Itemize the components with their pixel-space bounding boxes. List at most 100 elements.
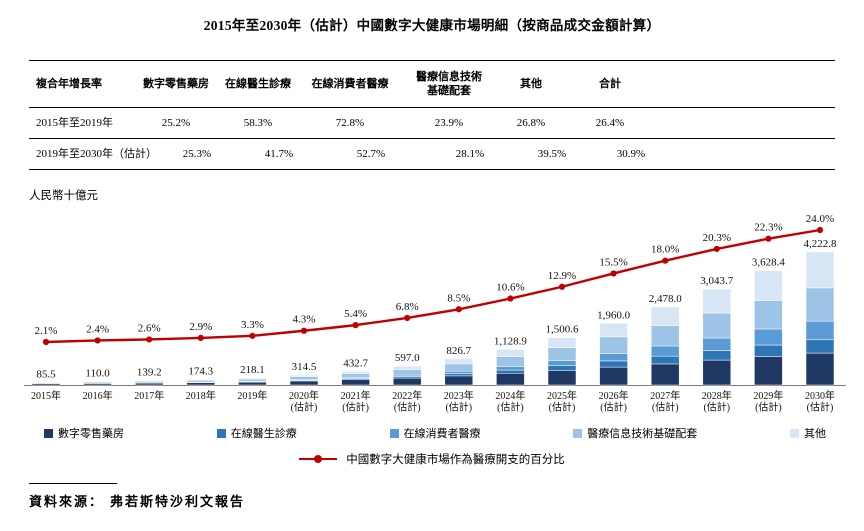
bar-segment-3 (805, 287, 835, 322)
unit-label: 人民幣十億元 (29, 190, 98, 202)
table-cell: 25.3% (182, 147, 212, 160)
bar-segment-0 (702, 359, 732, 386)
table-row-label: 2015年至2019年 (36, 116, 113, 129)
trend-pct-label: 2.9% (189, 321, 212, 333)
bar-total-label: 3,628.4 (752, 257, 786, 269)
bar-total-label: 314.5 (292, 361, 317, 373)
table-row: 2015年至2019年 25.2% 58.3% 72.8% 23.9% 26.8… (29, 108, 835, 139)
trend-pct-label: 18.0% (651, 244, 679, 256)
line-legend: 中國數字大健康市場作為醫療開支的百分比 (0, 451, 864, 467)
table-header-cell: 合計 (599, 77, 621, 90)
table-header-cell: 在線醫生診療 (225, 77, 291, 90)
table-header-cell: 數字零售藥房 (143, 77, 209, 90)
x-axis-label: 2029年 (753, 389, 783, 402)
x-axis-label: 2028年 (702, 389, 732, 402)
table-header-cell: 在線消費者醫療 (311, 77, 389, 90)
x-axis-label-estimate: (估計) (652, 401, 679, 414)
bar-segment-1 (702, 350, 732, 361)
bar-segment-4 (83, 381, 112, 383)
x-axis-label: 2027年 (650, 389, 680, 402)
bar-segment-4 (134, 380, 164, 382)
bar-segment-1 (805, 339, 835, 354)
bar-segment-4 (702, 288, 732, 314)
trend-pct-label: 5.4% (344, 308, 367, 320)
legend-swatch (216, 428, 226, 438)
bar-segment-4 (289, 374, 319, 377)
bar-segment-0 (496, 373, 525, 386)
trend-pct-label: 2.1% (35, 325, 58, 337)
legend-label: 醫療信息技術基礎配套 (587, 428, 698, 440)
bar-segment-2 (805, 320, 835, 341)
trend-point (404, 314, 411, 322)
bar-total-label: 110.0 (85, 368, 110, 380)
table-cell: 26.4% (595, 116, 625, 129)
table-cell: 41.7% (264, 147, 294, 160)
bar-segment-4 (392, 365, 422, 370)
bar-segment-0 (238, 381, 267, 386)
bar-total-label: 432.7 (343, 357, 368, 369)
x-axis-label: 2024年 (495, 389, 525, 402)
trend-pct-label: 15.5% (599, 256, 627, 268)
trend-point (300, 327, 308, 334)
trend-pct-label: 20.3% (703, 232, 731, 244)
bar-total-label: 1,128.9 (494, 335, 528, 347)
trend-point (507, 295, 514, 302)
trend-point (662, 257, 669, 264)
legend-swatch (573, 428, 583, 438)
table-header-cell: 複合年增長率 (36, 77, 102, 90)
x-axis-label: 2018年 (186, 389, 216, 402)
table-row: 2019年至2030年（估計） 25.3% 41.7% 52.7% 28.1% … (29, 139, 835, 170)
bar-segment-2 (547, 360, 577, 366)
line-legend-label: 中國數字大健康市場作為醫療開支的百分比 (346, 454, 565, 466)
legend-swatch (44, 428, 53, 438)
bar-segment-0 (444, 375, 474, 386)
x-axis-label: 2025年 (547, 389, 577, 402)
x-axis-label-estimate: (估計) (807, 401, 834, 414)
trend-pct-label: 3.3% (241, 319, 264, 331)
x-axis-label: 2015年 (31, 389, 61, 402)
table-cell: 28.1% (455, 147, 485, 160)
trend-pct-label: 24.0% (806, 213, 834, 225)
legend-label: 其他 (804, 428, 826, 440)
table-header-cell: 其他 (520, 77, 542, 90)
source-text: 資料來源： 弗若斯特沙利文報告 (29, 491, 864, 510)
bar-segment-4 (341, 371, 370, 374)
bar-segment-3 (392, 369, 422, 376)
bar-total-label: 3,043.7 (700, 275, 734, 287)
bar-segment-0 (341, 379, 370, 386)
table-cell: 72.8% (335, 116, 365, 129)
x-axis-label-estimate: (估計) (394, 401, 421, 414)
page-title: 2015年至2030年（估計）中國數字大健康市場明細（按商品成交金額計算） (203, 18, 661, 33)
table-header-row: 複合年增長率 數字零售藥房 在線醫生診療 在線消費者醫療 醫療信息技術 基礎配套… (29, 61, 835, 108)
bar-total-label: 139.2 (137, 367, 162, 379)
bar-segment-4 (805, 251, 835, 289)
x-axis-label-estimate: (估計) (549, 401, 576, 414)
legend-item: 在線消費者醫療 (389, 425, 481, 441)
bar-segment-1 (650, 355, 680, 365)
legend-swatch (389, 428, 399, 438)
bar-segment-3 (547, 347, 577, 361)
bar-total-label: 597.0 (395, 352, 420, 364)
bar-segment-0 (547, 370, 577, 386)
table-cell: 26.8% (516, 116, 546, 129)
legend-item: 其他 (790, 425, 826, 441)
x-axis-label-estimate: (估計) (497, 401, 524, 414)
source-name: 弗若斯特沙利文報告 (110, 494, 246, 509)
bar-segment-3 (238, 378, 267, 382)
bar-total-label: 2,478.0 (649, 293, 683, 305)
bar-segment-0 (754, 356, 783, 386)
trend-point (455, 306, 462, 313)
trend-point (249, 332, 256, 339)
bar-segment-0 (805, 352, 835, 386)
legend-item: 數字零售藥房 (44, 425, 124, 441)
bar-segment-0 (134, 382, 164, 386)
trend-pct-label: 12.9% (548, 270, 576, 282)
cagr-table: 複合年增長率 數字零售藥房 在線醫生診療 在線消費者醫療 醫療信息技術 基礎配套… (29, 60, 835, 170)
bar-segment-3 (702, 312, 732, 339)
trend-point (713, 245, 720, 253)
legend-item: 醫療信息技術基礎配套 (573, 425, 697, 441)
trend-pct-label: 6.8% (396, 301, 419, 313)
legend-swatch (790, 428, 799, 438)
table-row-label: 2019年至2030年（估計） (36, 147, 157, 160)
bar-segment-3 (496, 356, 525, 367)
